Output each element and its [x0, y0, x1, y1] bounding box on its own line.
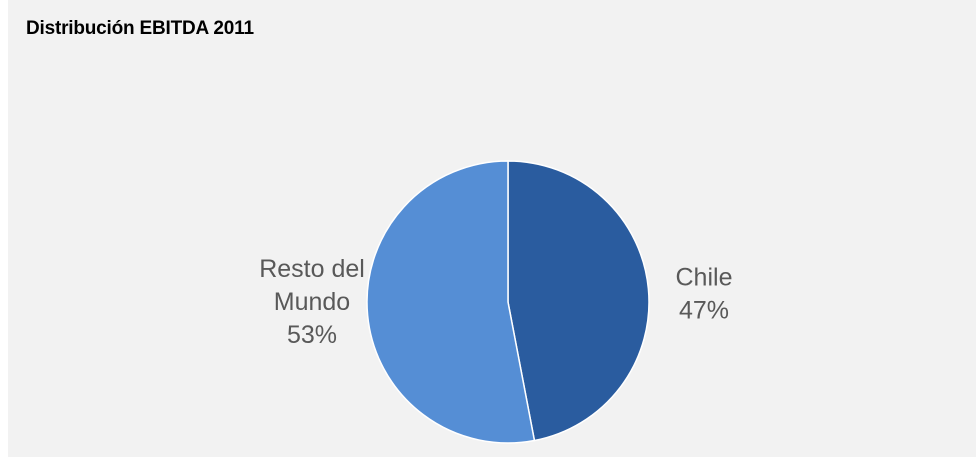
pie-slice-label-2: Resto del Mundo 53%: [259, 255, 365, 349]
pie-slice-1: [507, 160, 650, 442]
pie-slice-2: [366, 160, 536, 444]
pie-slice-label-1: Chile 47%: [676, 264, 733, 325]
chart-title: Distribución EBITDA 2011: [26, 18, 254, 39]
pie-slices: [366, 160, 650, 444]
pie-labels: Chile 47% Resto del Mundo 53%: [259, 255, 732, 349]
